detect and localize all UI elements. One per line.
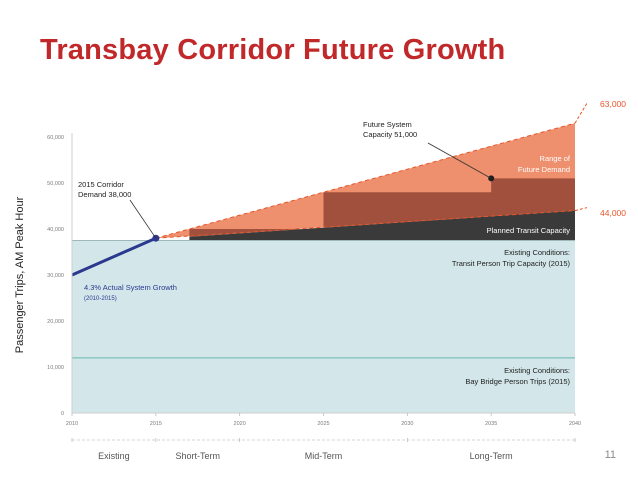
- planned-capacity-label: Planned Transit Capacity: [487, 226, 571, 235]
- actual-growth-line: [71, 236, 157, 277]
- phase-label: Existing: [98, 451, 130, 461]
- phase-label: Long-Term: [470, 451, 513, 461]
- high-value-label: 63,000: [600, 99, 626, 109]
- x-tick-label: 2025: [317, 421, 329, 427]
- x-tick-label: 2030: [401, 421, 413, 427]
- y-tick-label: 0: [61, 411, 64, 417]
- existing-capacity-area: [72, 240, 575, 413]
- x-tick-label: 2015: [150, 421, 162, 427]
- page-number: 11: [604, 449, 616, 461]
- high-value-leader: [574, 102, 588, 124]
- y-tick-label: 10,000: [47, 365, 64, 371]
- slide-title: Transbay Corridor Future Growth: [40, 34, 506, 66]
- y-tick-label: 50,000: [47, 181, 64, 187]
- low-value-leader: [574, 207, 588, 212]
- corridor-demand-label-1: 2015 Corridor: [78, 180, 124, 189]
- existing-bridge-label-1: Existing Conditions:: [504, 366, 570, 375]
- growth-label-1: 4.3% Actual System Growth: [84, 283, 177, 292]
- x-tick-label: 2035: [485, 421, 497, 427]
- phase-label: Mid-Term: [305, 451, 343, 461]
- range-lower-dashed-line: [155, 210, 576, 239]
- future-capacity-leader: [427, 142, 492, 179]
- existing-transit-label-1: Existing Conditions:: [504, 248, 570, 257]
- y-tick-label: 20,000: [47, 319, 64, 325]
- range-label-2: Future Demand: [518, 165, 570, 174]
- phase-label: Short-Term: [175, 451, 220, 461]
- range-label-1: Range of: [540, 154, 571, 163]
- x-tick-label: 2040: [569, 421, 581, 427]
- existing-transit-label-2: Transit Person Trip Capacity (2015): [452, 259, 571, 268]
- x-tick-label: 2010: [66, 421, 78, 427]
- x-tick-label: 2020: [234, 421, 246, 427]
- y-tick-label: 40,000: [47, 227, 64, 233]
- low-value-label: 44,000: [600, 208, 626, 218]
- corridor-demand-label-2: Demand 38,000: [78, 190, 131, 199]
- future-capacity-label-1: Future System: [363, 120, 412, 129]
- planned-capacity-step-area: [189, 178, 575, 237]
- future-capacity-label-2: Capacity 51,000: [363, 130, 417, 139]
- range-upper-dashed-line: [155, 122, 576, 239]
- growth-label-2: (2010-2015): [84, 296, 117, 302]
- y-axis-title: Passenger Trips, AM Peak Hour: [14, 196, 26, 353]
- y-tick-label: 30,000: [47, 273, 64, 279]
- y-tick-label: 60,000: [47, 135, 64, 141]
- existing-bridge-label-2: Bay Bridge Person Trips (2015): [465, 377, 570, 386]
- planned-transit-capacity-band: [189, 210, 575, 241]
- corridor-demand-leader: [129, 199, 157, 239]
